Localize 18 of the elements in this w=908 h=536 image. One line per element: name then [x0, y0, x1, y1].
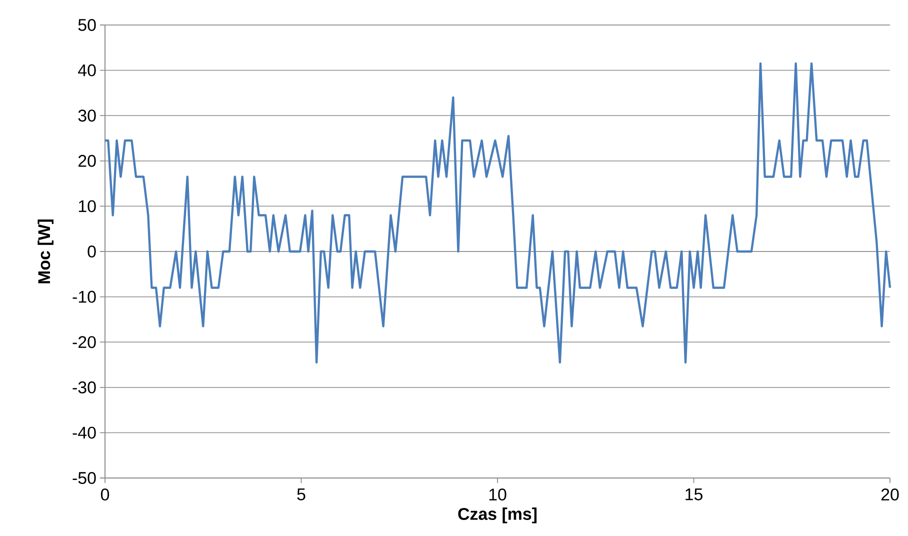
x-tick-label: 10: [489, 488, 506, 501]
y-tick-label: 30: [78, 110, 96, 122]
y-tick-label: 40: [78, 64, 96, 76]
y-tick-label: 50: [78, 19, 96, 31]
x-tick-label: 20: [881, 488, 899, 501]
y-tick-label: -40: [72, 426, 96, 439]
y-tick-label: -10: [72, 290, 96, 303]
y-tick-label: 20: [78, 154, 96, 167]
y-tick-label: -20: [72, 336, 96, 348]
y-tick-label: 10: [78, 200, 96, 212]
x-tick-label: 5: [297, 488, 306, 500]
y-tick-label: -30: [72, 381, 96, 394]
x-axis-title: Czas [ms]: [458, 508, 537, 524]
x-tick-label: 0: [100, 488, 110, 501]
x-tick-label: 15: [686, 488, 702, 500]
y-axis-title: Moc [W]: [38, 220, 54, 284]
y-tick-label: 0: [88, 246, 96, 258]
y-tick-label: -50: [72, 472, 96, 484]
